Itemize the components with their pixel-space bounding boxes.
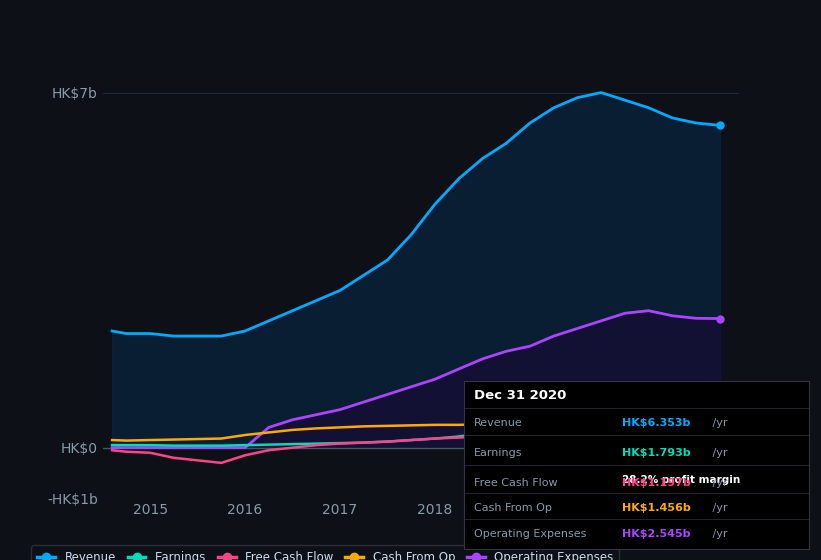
Text: /yr: /yr <box>709 478 728 488</box>
Text: 28.2% profit margin: 28.2% profit margin <box>622 475 741 485</box>
Text: /yr: /yr <box>709 418 728 428</box>
Text: /yr: /yr <box>709 529 728 539</box>
Text: HK$2.545b: HK$2.545b <box>622 529 691 539</box>
Text: Earnings: Earnings <box>475 448 523 458</box>
Legend: Revenue, Earnings, Free Cash Flow, Cash From Op, Operating Expenses: Revenue, Earnings, Free Cash Flow, Cash … <box>31 545 619 560</box>
Text: HK$1.197b: HK$1.197b <box>622 478 691 488</box>
Text: /yr: /yr <box>709 448 728 458</box>
Text: HK$6.353b: HK$6.353b <box>622 418 690 428</box>
Text: Operating Expenses: Operating Expenses <box>475 529 586 539</box>
Text: Free Cash Flow: Free Cash Flow <box>475 478 557 488</box>
Text: HK$1.456b: HK$1.456b <box>622 503 691 514</box>
Text: Revenue: Revenue <box>475 418 523 428</box>
Text: HK$1.793b: HK$1.793b <box>622 448 691 458</box>
Text: Cash From Op: Cash From Op <box>475 503 552 514</box>
Text: /yr: /yr <box>709 503 728 514</box>
Text: Dec 31 2020: Dec 31 2020 <box>475 389 566 402</box>
